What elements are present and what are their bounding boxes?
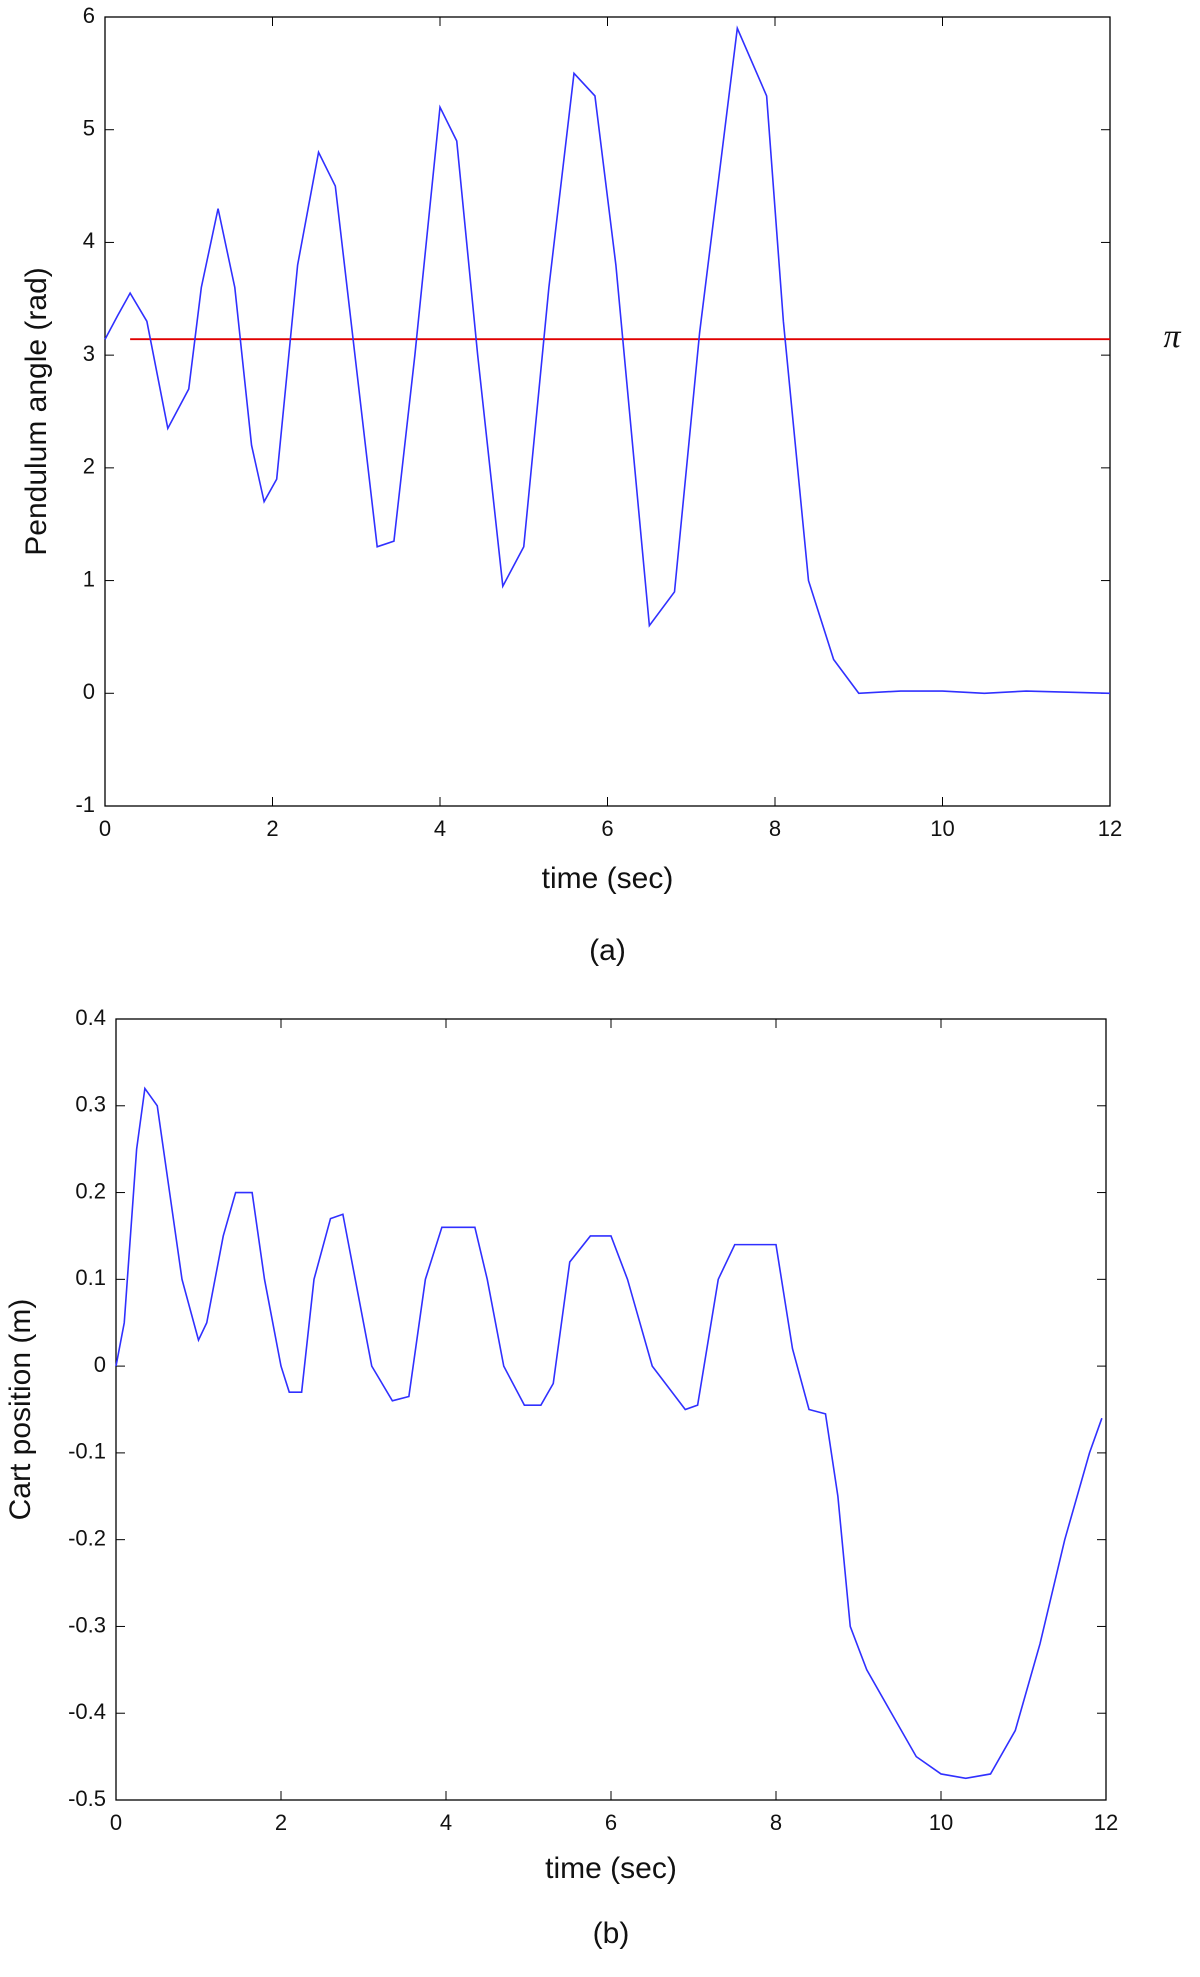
y-tick-label: 6 xyxy=(83,3,95,28)
y-tick-label: 1 xyxy=(83,566,95,591)
y-tick-label: -0.4 xyxy=(68,1699,106,1724)
x-tick-label: 2 xyxy=(275,1810,287,1835)
x-axis-label: time (sec) xyxy=(542,862,674,895)
y-tick-label: 0.4 xyxy=(75,1005,106,1030)
y-tick-label: 3 xyxy=(83,341,95,366)
caption: (b) xyxy=(593,1917,630,1950)
y-tick-label: -0.2 xyxy=(68,1525,106,1550)
y-tick-label: 0.2 xyxy=(75,1178,106,1203)
y-tick-label: -1 xyxy=(75,792,95,817)
y-tick-label: 0.3 xyxy=(75,1092,106,1117)
x-tick-label: 6 xyxy=(605,1810,617,1835)
x-tick-label: 12 xyxy=(1098,816,1122,841)
x-tick-label: 10 xyxy=(930,816,954,841)
caption: (a) xyxy=(589,934,626,967)
y-tick-label: 0.1 xyxy=(75,1265,106,1290)
y-tick-label: 4 xyxy=(83,228,95,253)
x-tick-label: 4 xyxy=(434,816,446,841)
x-tick-label: 0 xyxy=(110,1810,122,1835)
y-axis-label: Cart position (m) xyxy=(4,1299,37,1521)
x-axis-label: time (sec) xyxy=(545,1852,677,1885)
y-tick-label: 2 xyxy=(83,454,95,479)
x-tick-label: 12 xyxy=(1094,1810,1118,1835)
x-tick-label: 6 xyxy=(601,816,613,841)
y-tick-label: -0.3 xyxy=(68,1612,106,1637)
x-tick-label: 2 xyxy=(266,816,278,841)
x-tick-label: 8 xyxy=(770,1810,782,1835)
data-line xyxy=(115,1086,1103,1780)
y-tick-label: 5 xyxy=(83,116,95,141)
x-tick-label: 10 xyxy=(929,1810,953,1835)
plot-frame xyxy=(104,16,1111,807)
plot-frame xyxy=(115,1018,1107,1801)
y-tick-label: -0.5 xyxy=(68,1786,106,1811)
reference-label: π xyxy=(1163,318,1181,355)
y-tick-label: -0.1 xyxy=(68,1439,106,1464)
y-tick-label: 0 xyxy=(83,679,95,704)
x-tick-label: 8 xyxy=(769,816,781,841)
x-tick-label: 4 xyxy=(440,1810,452,1835)
y-tick-label: 0 xyxy=(94,1352,106,1377)
data-line xyxy=(104,25,1111,695)
y-axis-label: Pendulum angle (rad) xyxy=(20,267,53,556)
x-tick-label: 0 xyxy=(99,816,111,841)
